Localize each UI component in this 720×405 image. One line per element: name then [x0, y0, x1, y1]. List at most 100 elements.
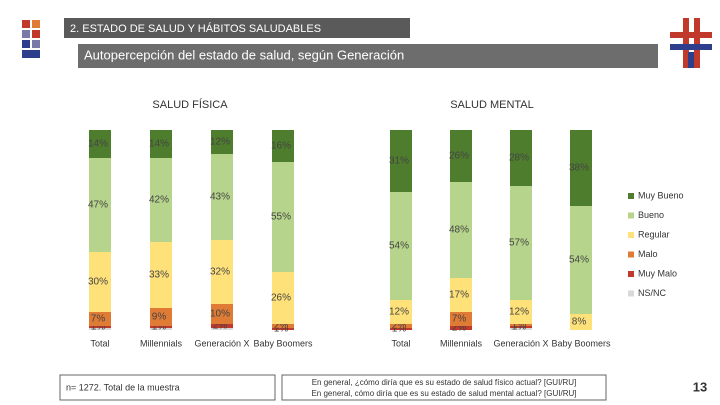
x-tick-label: Total [90, 338, 109, 348]
x-tick-label: Total [391, 338, 410, 348]
bar-segment [150, 242, 172, 308]
subtitle-bar [78, 44, 658, 68]
data-label: 2% [392, 321, 407, 332]
bar-segment [211, 154, 233, 240]
bar-segment [510, 130, 532, 186]
legend-label: NS/NC [638, 288, 667, 298]
bar-segment [510, 300, 532, 324]
bar-segment [570, 130, 592, 206]
section-title: 2. ESTADO DE SALUD Y HÁBITOS SALUDABLES [70, 22, 321, 35]
data-label: 33% [149, 270, 169, 281]
data-label: 1% [512, 322, 527, 333]
legend-label: Bueno [638, 210, 664, 220]
legend-swatch [628, 290, 634, 297]
bar-segment [89, 312, 111, 326]
sample-note: n= 1272. Total de la muestra [66, 382, 180, 392]
question-2: En general, cómo diría que es su estado … [311, 389, 576, 398]
chart-title: SALUD FÍSICA [152, 98, 228, 111]
legend-swatch [628, 193, 634, 199]
data-label: 1% [512, 320, 527, 331]
x-tick-label: Baby Boomers [551, 338, 611, 348]
data-label: 7% [452, 314, 467, 325]
data-label: 1% [91, 322, 106, 333]
x-tick-label: Millennials [440, 338, 483, 348]
data-label: 12% [389, 307, 409, 318]
data-label: 16% [271, 141, 291, 152]
data-label: 26% [449, 151, 469, 162]
bar-segment [390, 324, 412, 328]
data-label: 17% [449, 290, 469, 301]
x-tick-label: Generación X [194, 338, 249, 348]
bar-segment [150, 326, 172, 328]
data-label: 31% [389, 156, 409, 167]
legend-label: Muy Bueno [638, 190, 684, 200]
data-label: 54% [569, 255, 589, 266]
data-label: 42% [149, 195, 169, 206]
bar-segment [390, 192, 412, 300]
data-label: 30% [88, 277, 108, 288]
bar-segment [211, 324, 233, 328]
legend-swatch [628, 271, 634, 277]
bar-segment [272, 324, 294, 328]
legend-swatch [628, 212, 634, 219]
logo-right [670, 18, 712, 68]
data-label: 12% [210, 137, 230, 148]
data-label: 2% [452, 323, 467, 334]
question-1: En general, ¿cómo diría que es su estado… [312, 378, 577, 387]
legend-label: Regular [638, 229, 670, 239]
bar-segment [150, 308, 172, 326]
bar-segment [150, 328, 172, 330]
bar-segment [272, 328, 294, 330]
data-label: 1% [392, 324, 407, 335]
data-label: 57% [509, 238, 529, 249]
bar-segment [390, 328, 412, 330]
bar-segment [272, 272, 294, 324]
bar-segment [450, 182, 472, 278]
legend-swatch [628, 251, 634, 258]
subtitle: Autopercepción del estado de salud, segú… [84, 47, 404, 62]
legend-label: Muy Malo [638, 268, 677, 278]
bar-segment [450, 130, 472, 182]
bar-segment [390, 130, 412, 192]
x-tick-label: Millennials [140, 338, 183, 348]
data-label: 48% [449, 225, 469, 236]
data-label: 32% [210, 267, 230, 278]
bar-segment [510, 324, 532, 326]
bar-segment [570, 206, 592, 314]
data-label: 2% [213, 321, 228, 332]
section-bar [64, 18, 410, 38]
chart-title: SALUD MENTAL [450, 99, 534, 111]
data-label: 8% [572, 317, 587, 328]
bar-segment [150, 158, 172, 242]
bar-segment [211, 304, 233, 324]
bar-segment [211, 328, 233, 330]
data-label: 38% [569, 163, 589, 174]
logo-left [22, 20, 40, 58]
bar-segment [390, 300, 412, 324]
data-label: 1% [152, 322, 167, 333]
data-label: 54% [389, 241, 409, 252]
bar-segment [272, 130, 294, 162]
data-label: 28% [509, 153, 529, 164]
data-label: 1% [274, 324, 289, 335]
data-label: 47% [88, 200, 108, 211]
data-label: 14% [149, 139, 169, 150]
bar-segment [450, 312, 472, 326]
data-label: 12% [509, 307, 529, 318]
legend-label: Malo [638, 249, 658, 259]
bar-segment [89, 326, 111, 328]
data-label: 9% [152, 312, 167, 323]
legend-swatch [628, 232, 634, 238]
bar-segment [211, 240, 233, 304]
question-box [281, 374, 607, 401]
x-tick-label: Generación X [493, 338, 548, 348]
bar-segment [89, 158, 111, 252]
bar-segment [510, 328, 532, 330]
bar-segment [89, 328, 111, 330]
data-label: 2% [274, 321, 289, 332]
page-number: 13 [693, 379, 707, 394]
sample-box [59, 374, 276, 401]
bar-segment [450, 326, 472, 330]
bar-segment [89, 130, 111, 158]
